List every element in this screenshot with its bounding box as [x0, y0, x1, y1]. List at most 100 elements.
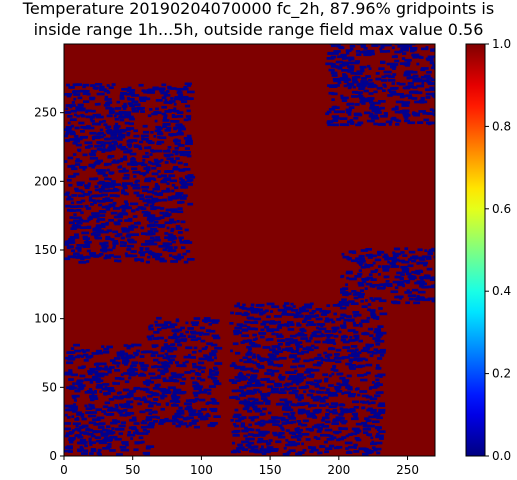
outside-range-cell	[401, 270, 410, 273]
outside-range-cell	[235, 379, 241, 382]
outside-range-cell	[97, 430, 103, 433]
outside-range-cell	[74, 187, 79, 191]
outside-range-cell	[173, 256, 182, 260]
outside-range-cell	[153, 178, 157, 181]
outside-range-cell	[241, 416, 247, 419]
outside-range-cell	[327, 52, 333, 55]
outside-range-cell	[234, 424, 240, 428]
outside-range-cell	[330, 63, 336, 66]
outside-range-cell	[252, 343, 258, 347]
outside-range-cell	[271, 345, 279, 348]
outside-range-cell	[154, 149, 163, 153]
outside-range-cell	[104, 254, 109, 258]
outside-range-cell	[285, 401, 290, 404]
outside-range-cell	[76, 244, 83, 247]
outside-range-cell	[187, 327, 194, 330]
outside-range-cell	[412, 86, 418, 89]
outside-range-cell	[120, 212, 128, 215]
outside-range-cell	[177, 90, 182, 93]
outside-range-cell	[155, 107, 159, 111]
outside-range-cell	[369, 254, 377, 258]
outside-range-cell	[355, 50, 361, 53]
outside-range-cell	[280, 364, 283, 367]
outside-range-cell	[257, 433, 266, 437]
outside-range-cell	[160, 396, 165, 400]
outside-range-cell	[93, 423, 100, 426]
outside-range-cell	[407, 121, 416, 125]
outside-range-cell	[74, 189, 83, 193]
outside-range-cell	[348, 66, 355, 70]
outside-range-cell	[140, 110, 145, 113]
outside-range-cell	[374, 441, 383, 445]
outside-range-cell	[320, 324, 324, 328]
outside-range-cell	[365, 299, 368, 302]
outside-range-cell	[111, 83, 116, 86]
outside-range-cell	[212, 380, 219, 383]
outside-range-cell	[67, 255, 74, 259]
outside-range-cell	[273, 433, 281, 437]
outside-range-cell	[202, 319, 211, 323]
outside-range-cell	[237, 450, 241, 454]
outside-range-cell	[314, 385, 320, 388]
outside-range-cell	[159, 132, 164, 136]
outside-range-cell	[146, 445, 155, 448]
outside-range-cell	[85, 349, 90, 352]
outside-range-cell	[159, 207, 165, 210]
outside-range-cell	[79, 218, 84, 222]
outside-range-cell	[346, 257, 352, 260]
outside-range-cell	[297, 408, 306, 412]
outside-range-cell	[88, 441, 96, 444]
outside-range-cell	[144, 452, 150, 456]
outside-range-cell	[389, 87, 397, 90]
outside-range-cell	[81, 452, 88, 455]
outside-range-cell	[163, 101, 171, 104]
outside-range-cell	[77, 384, 86, 387]
outside-range-cell	[74, 428, 82, 431]
outside-range-cell	[246, 403, 252, 407]
outside-range-cell	[412, 74, 419, 78]
outside-range-cell	[383, 70, 392, 74]
outside-range-cell	[81, 190, 85, 194]
outside-range-cell	[360, 378, 368, 382]
outside-range-cell	[249, 449, 254, 453]
outside-range-cell	[285, 439, 289, 442]
outside-range-cell	[122, 176, 130, 180]
outside-range-cell	[366, 276, 373, 280]
outside-range-cell	[391, 108, 396, 111]
outside-range-cell	[376, 335, 382, 338]
outside-range-cell	[69, 216, 74, 219]
outside-range-cell	[378, 283, 382, 287]
outside-range-cell	[161, 83, 167, 87]
outside-range-cell	[341, 421, 347, 425]
outside-range-cell	[94, 185, 99, 188]
outside-range-cell	[142, 189, 149, 193]
outside-range-cell	[88, 439, 92, 442]
outside-range-cell	[294, 350, 299, 353]
outside-range-cell	[187, 175, 196, 179]
outside-range-cell	[72, 382, 76, 385]
outside-range-cell	[425, 57, 434, 61]
outside-range-cell	[402, 254, 408, 257]
outside-range-cell	[363, 331, 368, 335]
outside-range-cell	[259, 413, 264, 416]
outside-range-cell	[278, 356, 287, 360]
outside-range-cell	[377, 351, 386, 354]
outside-range-cell	[301, 423, 308, 427]
outside-range-cell	[345, 362, 353, 366]
outside-range-cell	[67, 208, 74, 212]
outside-range-cell	[113, 142, 119, 146]
outside-range-cell	[369, 334, 374, 337]
outside-range-cell	[104, 177, 110, 181]
outside-range-cell	[336, 44, 340, 48]
outside-range-cell	[343, 84, 348, 88]
outside-range-cell	[70, 205, 79, 208]
outside-range-cell	[332, 304, 340, 307]
outside-range-cell	[292, 305, 296, 308]
outside-range-cell	[110, 134, 117, 137]
outside-range-cell	[286, 387, 291, 391]
outside-range-cell	[116, 112, 122, 115]
outside-range-cell	[116, 427, 125, 431]
outside-range-cell	[80, 199, 86, 203]
outside-range-cell	[150, 236, 155, 240]
outside-range-cell	[247, 441, 255, 445]
